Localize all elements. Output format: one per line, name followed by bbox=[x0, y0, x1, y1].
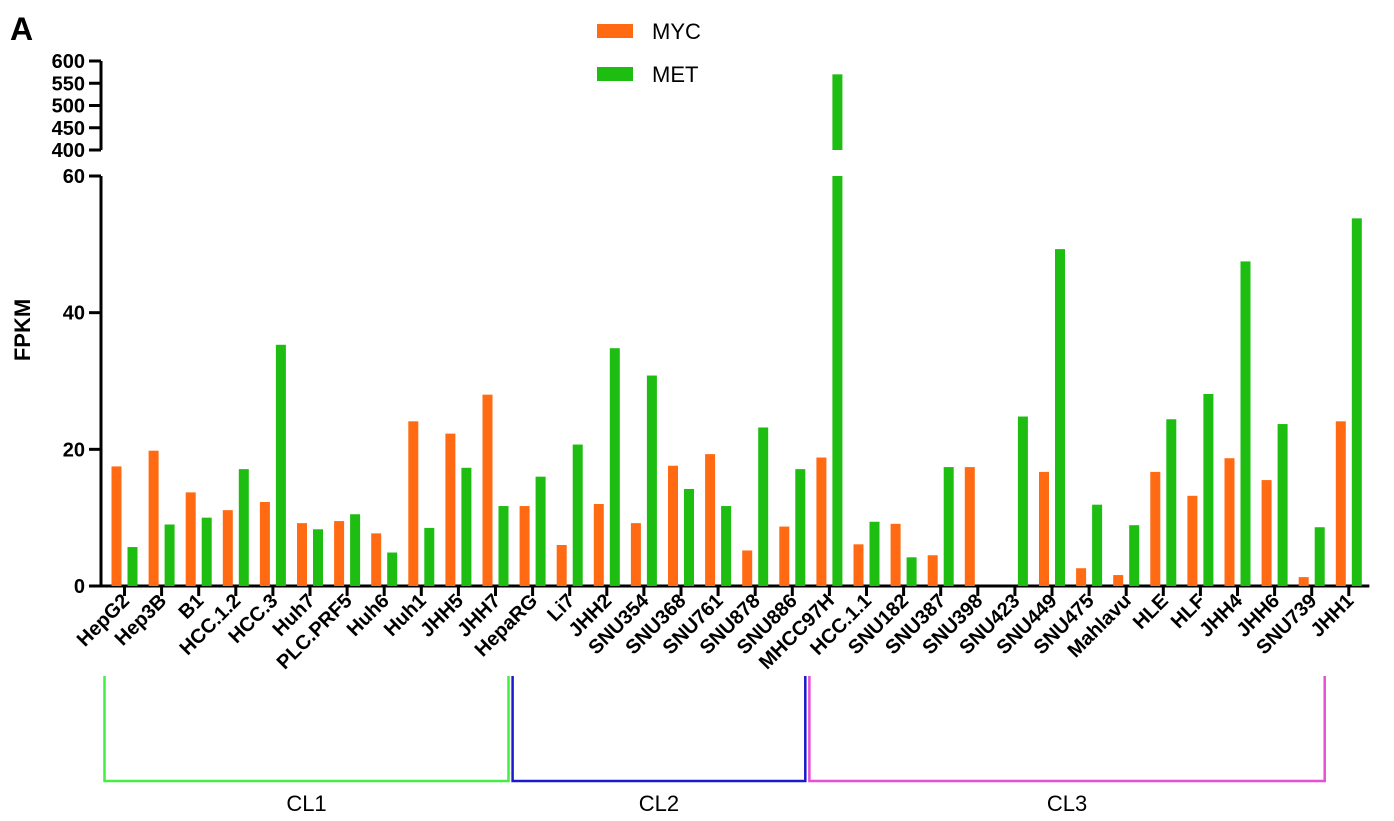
legend-swatch-myc bbox=[597, 24, 633, 38]
legend-swatch-met bbox=[597, 67, 633, 81]
bar-met-huh1 bbox=[424, 527, 435, 586]
bar-myc-snu182 bbox=[890, 523, 901, 586]
bar-met-b1 bbox=[201, 517, 212, 586]
bar-myc-heparg bbox=[519, 506, 530, 586]
legend-label-met: MET bbox=[652, 62, 698, 87]
bar-myc-snu878 bbox=[742, 550, 753, 586]
bracket-cl2 bbox=[511, 676, 807, 783]
bar-myc-snu354 bbox=[630, 523, 641, 586]
bar-met-jhh5 bbox=[461, 467, 472, 586]
bar-met-snu423 bbox=[1017, 416, 1028, 586]
bar-met-huh7 bbox=[313, 529, 323, 586]
y-tick-label: 0 bbox=[74, 576, 85, 598]
bar-met-hcc-3 bbox=[275, 344, 286, 586]
bar-met-hcc-1-2 bbox=[238, 469, 249, 586]
bar-met-jhh6 bbox=[1277, 424, 1288, 586]
bar-myc-snu475 bbox=[1076, 568, 1087, 586]
bar-myc-snu449 bbox=[1039, 471, 1049, 586]
bar-myc-mhcc97h bbox=[816, 457, 827, 586]
bar-myc-hepg2 bbox=[111, 466, 122, 586]
panel-letter: A bbox=[10, 11, 33, 47]
bar-myc-li7 bbox=[556, 545, 567, 586]
y-tick-label: 60 bbox=[63, 166, 85, 188]
y-tick-label: 550 bbox=[52, 73, 85, 95]
bar-met-hle bbox=[1166, 419, 1177, 586]
bar-met-snu761 bbox=[721, 506, 732, 586]
y-tick-label: 400 bbox=[52, 140, 85, 162]
bracket-cl3 bbox=[808, 676, 1326, 783]
bar-myc-huh7 bbox=[297, 523, 307, 586]
bar-met-snu449 bbox=[1055, 249, 1065, 586]
bar-myc-snu368 bbox=[668, 465, 678, 586]
y-tick-label: 20 bbox=[63, 439, 85, 461]
bar-met-hep3b bbox=[164, 524, 175, 586]
bar-met-hcc-1-1 bbox=[869, 521, 880, 586]
bar-myc-snu886 bbox=[779, 526, 790, 586]
x-tick-label: JHH1 bbox=[1307, 590, 1359, 642]
bar-myc-jhh1 bbox=[1335, 421, 1346, 586]
bar-met-snu886 bbox=[795, 469, 806, 586]
cluster-label-cl2: CL2 bbox=[639, 791, 679, 816]
bar-met-jhh1 bbox=[1351, 218, 1362, 586]
bar-myc-jhh7 bbox=[482, 394, 493, 586]
bar-myc-jhh6 bbox=[1261, 480, 1272, 586]
y-axis-label: FPKM bbox=[10, 299, 35, 361]
bar-myc-hlf bbox=[1187, 495, 1198, 586]
bar-myc-jhh5 bbox=[445, 433, 456, 586]
bar-myc-huh1 bbox=[408, 421, 419, 586]
bar-met-jhh7 bbox=[498, 506, 509, 586]
cluster-brackets: CL1 CL2 CL3 bbox=[103, 676, 1326, 816]
bar-myc-snu387 bbox=[927, 555, 938, 586]
bar-myc-hle bbox=[1150, 471, 1161, 586]
legend-label-myc: MYC bbox=[652, 19, 701, 44]
bars bbox=[111, 74, 1362, 586]
bar-met-mahlavu bbox=[1129, 525, 1140, 586]
bar-myc-hcc-1-1 bbox=[853, 544, 864, 586]
bar-met-snu475 bbox=[1092, 504, 1103, 586]
bar-met-hepg2 bbox=[127, 547, 138, 586]
bar-myc-jhh4 bbox=[1224, 458, 1235, 586]
x-tick-label: HLE bbox=[1129, 590, 1173, 634]
bar-met-mhcc97h-upper bbox=[832, 74, 843, 150]
bar-met-snu354 bbox=[646, 375, 657, 586]
bar-myc-snu761 bbox=[705, 454, 716, 586]
y-tick-label: 450 bbox=[52, 118, 85, 140]
bar-met-mhcc97h bbox=[832, 176, 843, 586]
cluster-label-cl1: CL1 bbox=[286, 791, 326, 816]
bar-myc-jhh2 bbox=[593, 504, 604, 586]
bar-met-li7 bbox=[572, 444, 583, 586]
bar-myc-plc-prf5 bbox=[334, 521, 345, 586]
bar-myc-b1 bbox=[185, 492, 196, 586]
bracket-cl1 bbox=[103, 676, 510, 783]
bar-met-snu739 bbox=[1314, 527, 1325, 586]
bar-myc-huh6 bbox=[371, 533, 382, 586]
bar-myc-snu739 bbox=[1298, 577, 1309, 586]
y-tick-label: 500 bbox=[52, 96, 85, 118]
bar-met-plc-prf5 bbox=[350, 514, 361, 586]
bar-met-snu368 bbox=[684, 488, 694, 586]
y-tick-label: 40 bbox=[63, 303, 85, 325]
bar-met-snu878 bbox=[758, 427, 769, 586]
bar-met-huh6 bbox=[387, 552, 398, 586]
cluster-label-cl3: CL3 bbox=[1047, 791, 1087, 816]
bar-myc-hcc-3 bbox=[259, 501, 270, 586]
x-tick-label: Huh6 bbox=[343, 590, 394, 641]
bar-myc-mahlavu bbox=[1113, 575, 1124, 586]
bar-met-jhh2 bbox=[609, 348, 620, 586]
bar-met-hlf bbox=[1203, 393, 1214, 586]
bar-met-heparg bbox=[535, 476, 546, 586]
bar-myc-hep3b bbox=[148, 450, 159, 586]
bar-myc-snu398 bbox=[964, 467, 975, 586]
legend: MYC MET bbox=[597, 19, 701, 87]
bar-met-jhh4 bbox=[1240, 261, 1251, 586]
bar-met-snu182 bbox=[906, 557, 917, 586]
bar-met-snu387 bbox=[943, 467, 954, 586]
y-tick-label: 600 bbox=[52, 51, 85, 73]
bar-myc-hcc-1-2 bbox=[222, 510, 233, 586]
